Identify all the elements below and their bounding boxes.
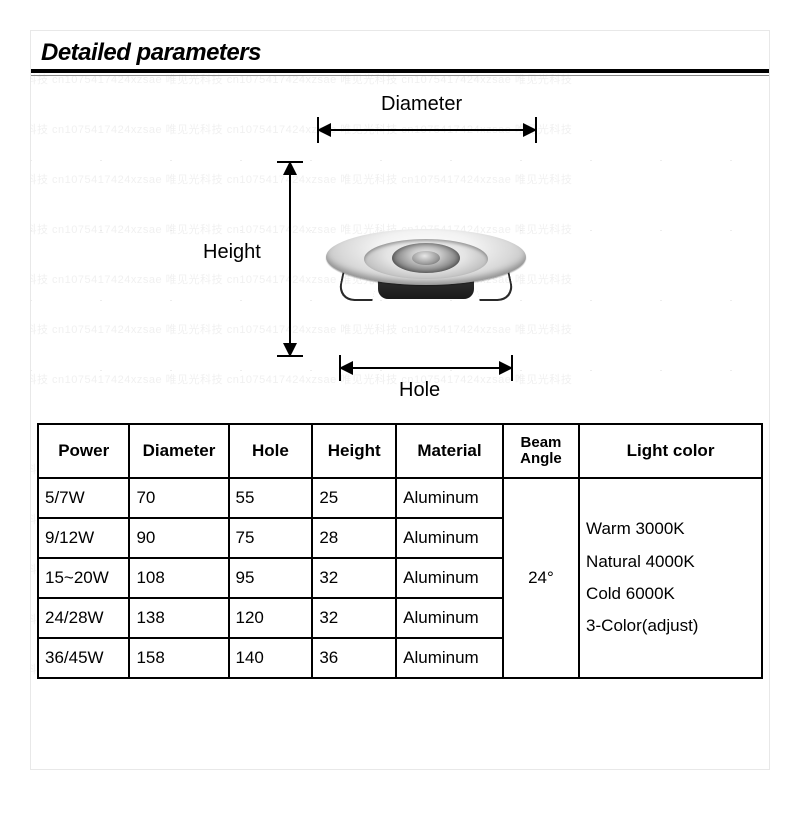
cell: 90 — [129, 518, 228, 558]
label-diameter: Diameter — [381, 93, 462, 116]
arrow-height — [289, 163, 291, 355]
th-beam-angle: Beam Angle — [503, 424, 579, 478]
cell: Aluminum — [396, 518, 503, 558]
cell: 36/45W — [38, 638, 129, 678]
th-material: Material — [396, 424, 503, 478]
cell-light-color: Warm 3000K Natural 4000K Cold 6000K 3-Co… — [579, 478, 762, 678]
cell: 75 — [229, 518, 313, 558]
label-height: Height — [203, 241, 261, 264]
product-lens — [392, 243, 460, 273]
title-bar: Detailed parameters — [31, 39, 769, 76]
page-title: Detailed parameters — [31, 39, 769, 67]
tick — [339, 355, 341, 381]
table-header-row: Power Diameter Hole Height Material Beam… — [38, 424, 762, 478]
cell: Aluminum — [396, 558, 503, 598]
cell: 158 — [129, 638, 228, 678]
tick — [535, 117, 537, 143]
cell: 138 — [129, 598, 228, 638]
cell: 108 — [129, 558, 228, 598]
cell: 28 — [312, 518, 396, 558]
cell: Aluminum — [396, 478, 503, 518]
cell: 140 — [229, 638, 313, 678]
table-body: 5/7W 70 55 25 Aluminum 24° Warm 3000K Na… — [38, 478, 762, 678]
spec-table: Power Diameter Hole Height Material Beam… — [37, 423, 763, 679]
th-light-color: Light color — [579, 424, 762, 478]
th-height: Height — [312, 424, 396, 478]
cell: 36 — [312, 638, 396, 678]
cell: 32 — [312, 598, 396, 638]
tick — [277, 355, 303, 357]
th-power: Power — [38, 424, 129, 478]
cell-beam-angle: 24° — [503, 478, 579, 678]
title-rule — [31, 69, 769, 73]
cell: Aluminum — [396, 598, 503, 638]
cell: Aluminum — [396, 638, 503, 678]
cell: 70 — [129, 478, 228, 518]
cell: 25 — [312, 478, 396, 518]
tick — [277, 161, 303, 163]
arrow-hole — [341, 367, 511, 369]
title-rule-thin — [31, 75, 769, 76]
cell: 120 — [229, 598, 313, 638]
cell: 55 — [229, 478, 313, 518]
cell: 24/28W — [38, 598, 129, 638]
diagram-zone: Diameter Height Hole — [31, 91, 769, 411]
cell: 9/12W — [38, 518, 129, 558]
cell: 32 — [312, 558, 396, 598]
th-diameter: Diameter — [129, 424, 228, 478]
cell: 95 — [229, 558, 313, 598]
label-hole: Hole — [399, 379, 440, 402]
cell: 5/7W — [38, 478, 129, 518]
tick — [511, 355, 513, 381]
cell: 15~20W — [38, 558, 129, 598]
table-row: 5/7W 70 55 25 Aluminum 24° Warm 3000K Na… — [38, 478, 762, 518]
tick — [317, 117, 319, 143]
arrow-diameter — [319, 129, 535, 131]
product-illustration — [326, 211, 526, 301]
page-container: 唯见光科技 cn1075417424xzsae 唯见光科技 cn10754174… — [30, 30, 770, 770]
th-hole: Hole — [229, 424, 313, 478]
